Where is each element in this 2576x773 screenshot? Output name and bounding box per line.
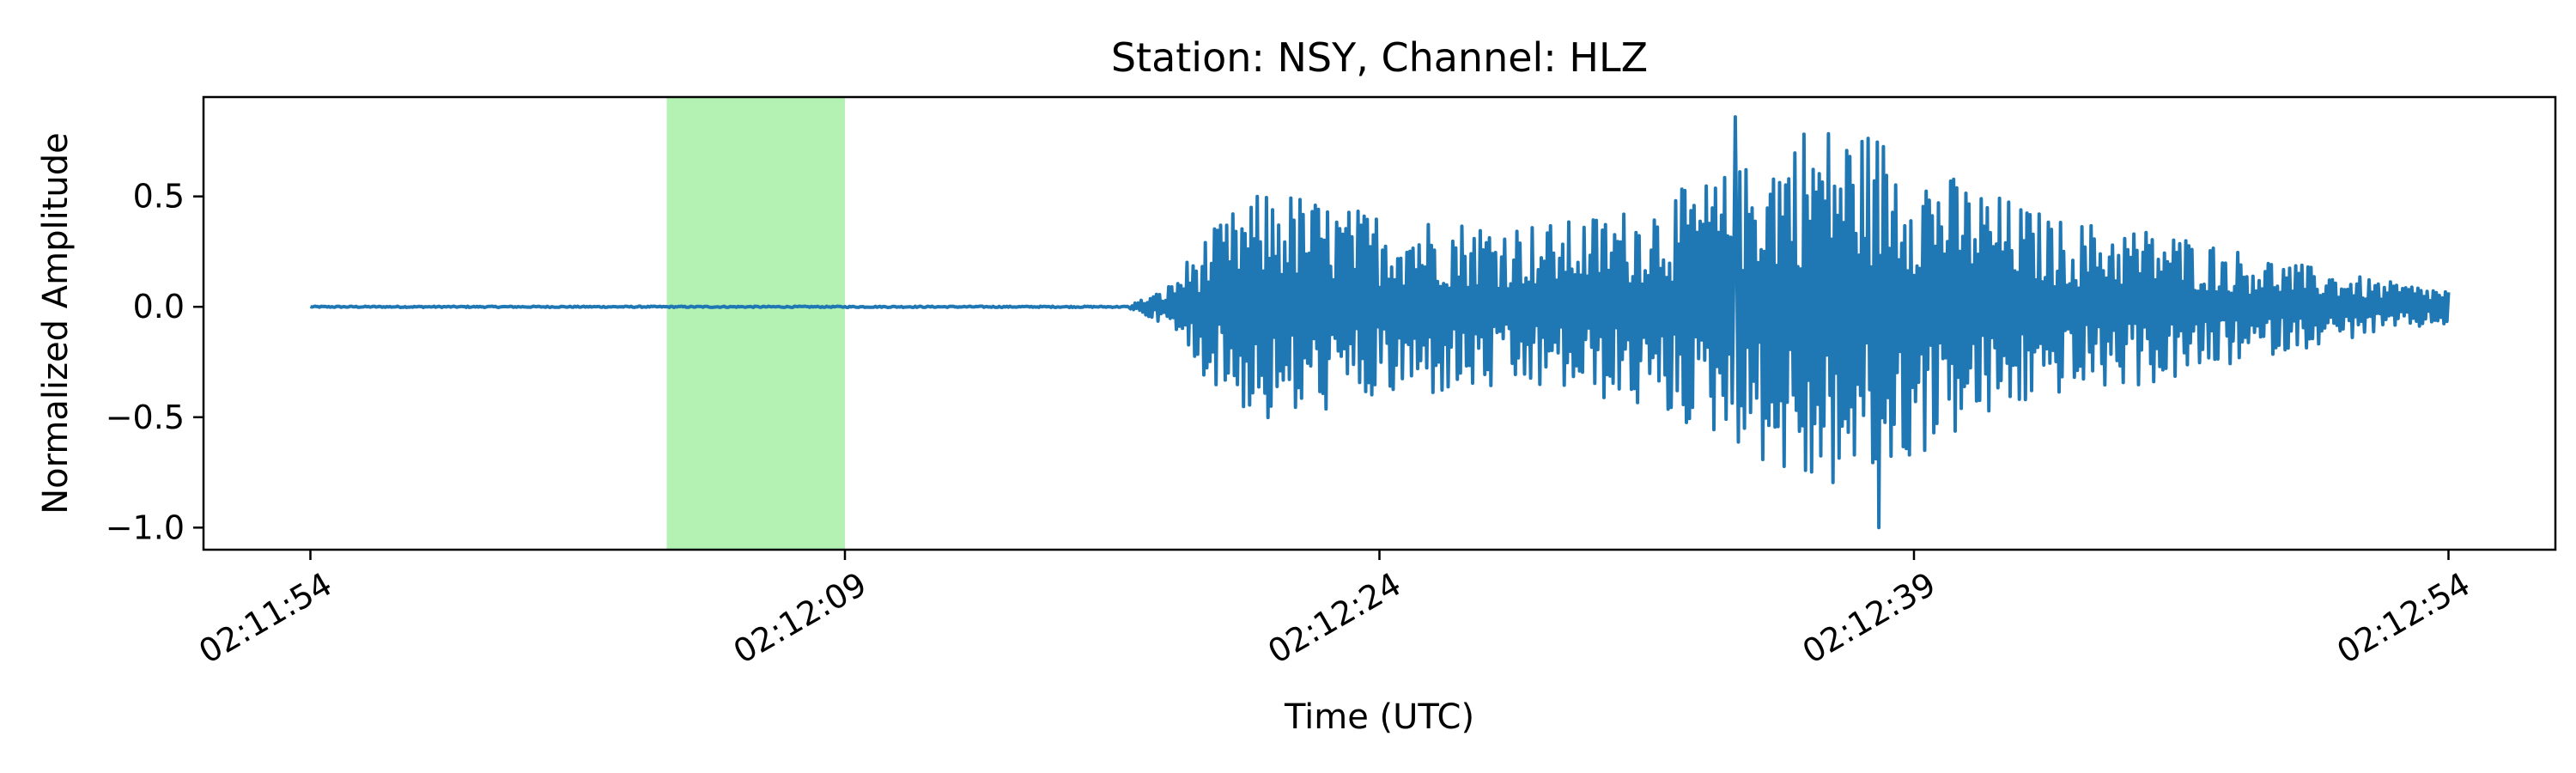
highlight-window xyxy=(666,97,845,550)
y-tick-label: −1.0 xyxy=(106,508,185,546)
y-tick-label: 0.5 xyxy=(133,178,185,216)
y-tick-label: 0.0 xyxy=(133,288,185,326)
plot-area xyxy=(202,95,2557,551)
y-tick-label: −0.5 xyxy=(106,399,185,436)
x-axis-label: Time (UTC) xyxy=(1284,697,1474,737)
y-axis-ticks: 0.5 0.0 −0.5 −1.0 xyxy=(106,178,204,546)
y-axis-label: Normalized Amplitude xyxy=(36,132,76,514)
waveform-line xyxy=(309,115,2451,530)
chart-title: Station: NSY, Channel: HLZ xyxy=(1111,34,1648,81)
